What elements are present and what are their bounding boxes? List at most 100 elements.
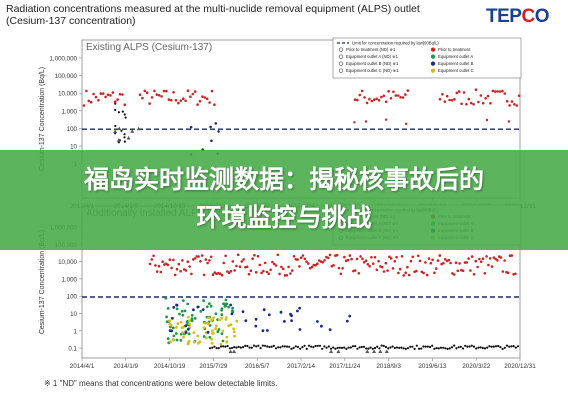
point-prior	[481, 101, 485, 105]
point-nd	[116, 138, 121, 142]
point-prior	[274, 264, 278, 267]
legend-label: Prior to treatment	[438, 47, 471, 52]
point-outlet-c	[204, 321, 207, 325]
point-prior	[398, 267, 402, 271]
point-prior	[404, 122, 408, 126]
point-nd	[475, 347, 478, 350]
point-outlet-a	[175, 307, 179, 311]
point-prior	[377, 99, 381, 102]
point-prior	[104, 95, 107, 99]
point-nd	[494, 345, 498, 348]
point-nd	[426, 345, 429, 348]
point-prior	[485, 255, 488, 258]
point-prior	[222, 261, 226, 265]
point-outlet-c	[175, 326, 178, 329]
point-prior	[160, 95, 163, 98]
point-nd	[358, 346, 361, 349]
point-prior	[438, 97, 442, 101]
point-outlet-c	[176, 322, 180, 325]
point-nd-triangle	[384, 349, 389, 354]
point-outlet-b	[290, 319, 293, 322]
point-prior	[452, 273, 456, 276]
point-prior	[360, 89, 364, 93]
legend-swatch	[430, 61, 436, 66]
point-nd	[479, 346, 482, 349]
point-outlet-c	[202, 326, 206, 329]
point-prior	[99, 92, 103, 95]
point-prior	[427, 257, 431, 260]
point-outlet-c	[211, 329, 214, 333]
point-prior	[301, 254, 305, 257]
point-nd	[347, 346, 350, 349]
point-nd	[398, 346, 401, 349]
point-outlet-b	[189, 125, 193, 129]
point-prior	[193, 257, 197, 260]
legend-swatch	[430, 54, 436, 59]
point-prior	[166, 263, 170, 267]
point-prior	[260, 271, 263, 275]
x-tick-label: 2017/11/24	[329, 363, 361, 370]
point-prior	[353, 121, 356, 124]
point-outlet-b	[289, 312, 292, 316]
point-nd	[431, 344, 434, 347]
point-outlet-a	[190, 319, 194, 322]
point-outlet-c	[229, 323, 233, 326]
point-prior	[407, 273, 411, 277]
point-prior	[409, 259, 413, 263]
point-prior	[391, 267, 395, 270]
point-prior	[168, 258, 172, 262]
point-nd	[360, 345, 363, 349]
point-prior	[503, 259, 506, 262]
banner-line2: 环境监控与挑战	[196, 203, 372, 232]
point-prior	[337, 266, 341, 270]
point-prior	[429, 261, 433, 265]
point-prior	[416, 254, 420, 258]
point-prior	[474, 259, 478, 263]
point-nd	[290, 347, 293, 350]
point-prior-early	[114, 102, 117, 105]
point-nd	[343, 346, 346, 349]
point-nd	[224, 345, 227, 348]
point-outlet-c	[224, 318, 228, 321]
point-prior	[172, 91, 175, 94]
point-nd	[217, 347, 220, 350]
point-nd	[303, 344, 306, 347]
point-prior-early	[117, 141, 120, 144]
point-nd	[486, 346, 489, 349]
point-prior	[145, 91, 149, 94]
point-prior	[380, 265, 384, 269]
point-outlet-a	[202, 299, 206, 303]
point-prior	[481, 257, 485, 261]
point-nd	[268, 345, 271, 349]
point-prior	[170, 266, 173, 270]
banner-line1: 福岛实时监测数据：揭秘核事故后的	[83, 165, 484, 194]
point-outlet-b	[279, 310, 283, 314]
point-nd	[279, 346, 282, 349]
point-prior	[487, 263, 490, 267]
point-nd	[314, 344, 317, 348]
legend-label: Equipment outlet A (ND) ※1	[346, 54, 399, 59]
point-nd	[428, 345, 432, 349]
point-prior	[175, 267, 179, 271]
point-nd	[382, 344, 385, 347]
point-prior	[209, 255, 213, 259]
point-prior	[389, 97, 393, 100]
point-outlet-a	[208, 335, 212, 339]
point-nd	[439, 346, 443, 349]
point-nd	[402, 347, 405, 350]
point-outlet-a	[183, 309, 187, 313]
point-nd	[510, 345, 513, 348]
point-outlet-a	[220, 332, 224, 335]
point-prior	[515, 104, 519, 107]
point-prior	[199, 260, 202, 263]
point-nd	[248, 346, 251, 349]
point-nd	[329, 347, 333, 350]
point-prior	[454, 261, 458, 265]
point-nd	[365, 347, 368, 350]
point-prior	[292, 254, 296, 258]
point-outlet-a	[175, 338, 179, 342]
point-nd	[459, 345, 462, 348]
point-outlet-b	[187, 327, 190, 331]
x-tick-label: 2017/2/14	[287, 363, 316, 370]
point-outlet-a	[223, 302, 227, 306]
